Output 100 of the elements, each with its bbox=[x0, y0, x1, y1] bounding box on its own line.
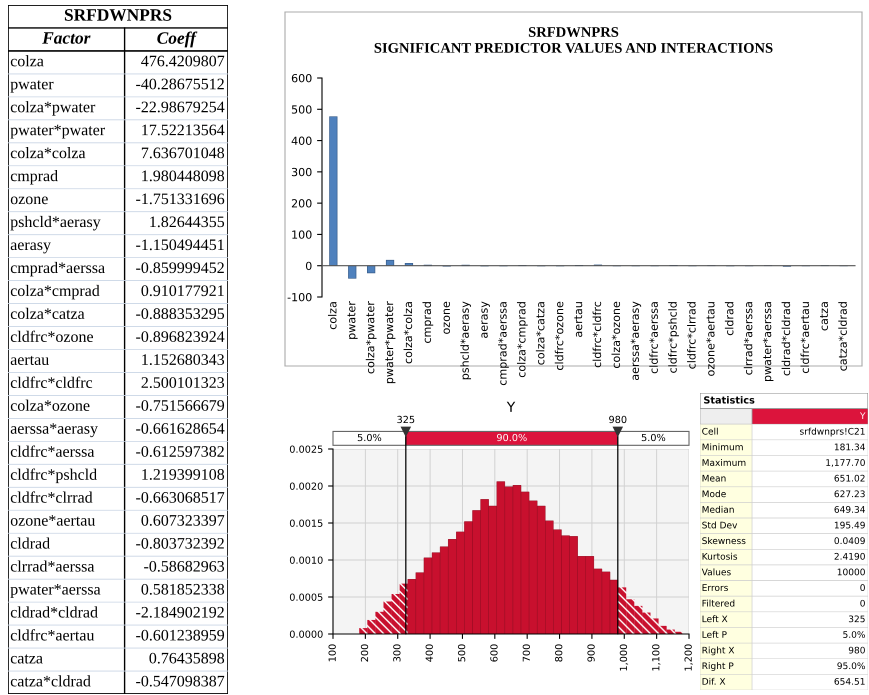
category-label: Median bbox=[702, 506, 734, 513]
category-label: colza*pwater bbox=[10, 101, 96, 116]
category-label: Filtered bbox=[702, 600, 734, 607]
x-tick-label: pwater*pwater bbox=[384, 301, 396, 384]
x-tick-label: 1,200 bbox=[684, 644, 693, 670]
text: 2.500101323 bbox=[142, 377, 224, 388]
text: 95.0% bbox=[837, 662, 865, 670]
x-tick-label: cldfrc*aerssa bbox=[649, 302, 658, 374]
text: -0.547098387 bbox=[136, 676, 224, 687]
x-tick-label: colza bbox=[328, 302, 337, 330]
category-label: colza*cmprad bbox=[10, 284, 100, 300]
text: 5.0% bbox=[358, 434, 382, 442]
category-label: pwater*pwater bbox=[10, 124, 105, 139]
category-label: ozone bbox=[10, 196, 48, 204]
text: -0.661628654 bbox=[136, 423, 224, 434]
x-tick-label: catza*cldrad bbox=[838, 302, 847, 371]
x-tick-label: cldrad*cldrad bbox=[782, 302, 790, 376]
category-label: Right X bbox=[702, 646, 734, 656]
category-label: Mode bbox=[702, 490, 726, 498]
text: SRFDWNPRS bbox=[64, 9, 172, 21]
text: 1,177.70 bbox=[826, 459, 865, 467]
x-tick-label: pshcld*aerasy bbox=[460, 302, 472, 380]
text: 1.152680343 bbox=[142, 354, 224, 366]
text: -0.601238959 bbox=[136, 630, 224, 641]
text: 1.82644355 bbox=[150, 216, 224, 228]
x-tick-label: cldfrc*ozone bbox=[554, 302, 564, 370]
chart-title: Y bbox=[506, 402, 516, 412]
category-label: pwater bbox=[10, 80, 54, 93]
x-tick-label: 100 bbox=[328, 644, 336, 662]
text: 651.02 bbox=[834, 474, 865, 482]
text: 980 bbox=[848, 646, 865, 654]
category-label: cmprad*aerssa bbox=[10, 262, 105, 276]
x-tick-label: 900 bbox=[587, 644, 595, 662]
text: 0.581852338 bbox=[141, 584, 224, 595]
category-label: ozone*aertau bbox=[10, 515, 96, 526]
text: -0.888353295 bbox=[136, 308, 224, 320]
category-label: colza bbox=[10, 55, 44, 66]
text: 627.23 bbox=[834, 490, 865, 498]
x-tick-label: ozone bbox=[444, 302, 450, 334]
text: 90.0% bbox=[496, 434, 527, 442]
category-label: Left X bbox=[702, 615, 728, 622]
text: 7.636701048 bbox=[142, 148, 224, 158]
x-tick-label: clrrad*aerssa bbox=[744, 302, 752, 375]
category-label: clrrad*aerssa bbox=[10, 560, 94, 572]
category-label: cldfrc*clrrad bbox=[10, 491, 92, 503]
text: Statistics bbox=[704, 396, 754, 404]
text: -0.859999452 bbox=[136, 262, 224, 274]
text: 2.4190 bbox=[834, 552, 865, 560]
category-label: pwater*aerssa bbox=[10, 584, 100, 598]
category-label: Values bbox=[702, 568, 731, 576]
text: 1.219399108 bbox=[142, 469, 224, 480]
text: Coeff bbox=[157, 31, 198, 48]
text: 195.49 bbox=[834, 522, 865, 528]
x-tick-label: colza*cmprad bbox=[516, 302, 528, 378]
x-tick-label: pwater bbox=[348, 301, 358, 339]
x-tick-label: aerasy bbox=[481, 302, 490, 338]
y-tick-label: 200 bbox=[292, 199, 312, 208]
text: -40.28675512 bbox=[136, 78, 224, 90]
x-tick-label: 1,000 bbox=[620, 644, 628, 670]
text: 649.34 bbox=[834, 506, 865, 513]
category-label: Kurtosis bbox=[702, 552, 738, 560]
y-tick-label: 0.0015 bbox=[290, 519, 322, 527]
text: 476.4209807 bbox=[141, 56, 224, 66]
category-label: Maximum bbox=[702, 458, 746, 466]
category-label: cldfrc*aertau bbox=[10, 629, 94, 641]
y-tick-label: 0.0010 bbox=[290, 556, 323, 564]
text: 5.0% bbox=[843, 631, 865, 638]
text: Factor bbox=[42, 32, 91, 44]
y-tick-label: -100 bbox=[288, 292, 312, 302]
category-label: pshcld*aerasy bbox=[10, 216, 101, 230]
x-tick-label: cldfrc*pshcld bbox=[668, 302, 679, 373]
category-label: Std Dev bbox=[702, 522, 738, 528]
x-tick-label: 300 bbox=[393, 644, 401, 662]
text: -1.150494451 bbox=[136, 239, 224, 250]
category-label: aerasy bbox=[10, 242, 51, 254]
x-tick-label: cldfrc*cldfrc bbox=[592, 302, 602, 368]
category-label: cldfrc*pshcld bbox=[10, 468, 97, 484]
text: 181.34 bbox=[834, 444, 865, 450]
y-tick-label: 300 bbox=[292, 168, 312, 176]
x-tick-label: aerssa*aerasy bbox=[630, 302, 642, 380]
category-label: Minimum bbox=[702, 443, 743, 450]
text: 5.0% bbox=[642, 434, 666, 442]
category-label: Errors bbox=[702, 584, 728, 592]
x-tick-label: aertau bbox=[574, 302, 582, 337]
ref-line-label: 980 bbox=[609, 416, 626, 424]
text: 0.76435898 bbox=[149, 652, 224, 664]
x-tick-label: cmprad*aerssa bbox=[498, 302, 509, 386]
x-tick-label: 700 bbox=[522, 644, 530, 662]
x-tick-label: cldrad bbox=[724, 302, 734, 336]
text: 0.607323397 bbox=[141, 514, 224, 526]
x-tick-label: 800 bbox=[555, 644, 562, 662]
y-tick-label: 0 bbox=[306, 262, 312, 270]
y-tick-label: 0.0005 bbox=[290, 593, 322, 601]
text: -0.896823924 bbox=[136, 331, 224, 342]
category-label: Cell bbox=[702, 428, 718, 435]
y-tick-label: 400 bbox=[292, 136, 312, 145]
category-label: aerssa*aerasy bbox=[10, 423, 98, 438]
x-tick-label: 1,100 bbox=[652, 644, 660, 670]
text: 10000 bbox=[838, 568, 865, 576]
text: 0 bbox=[860, 600, 865, 607]
